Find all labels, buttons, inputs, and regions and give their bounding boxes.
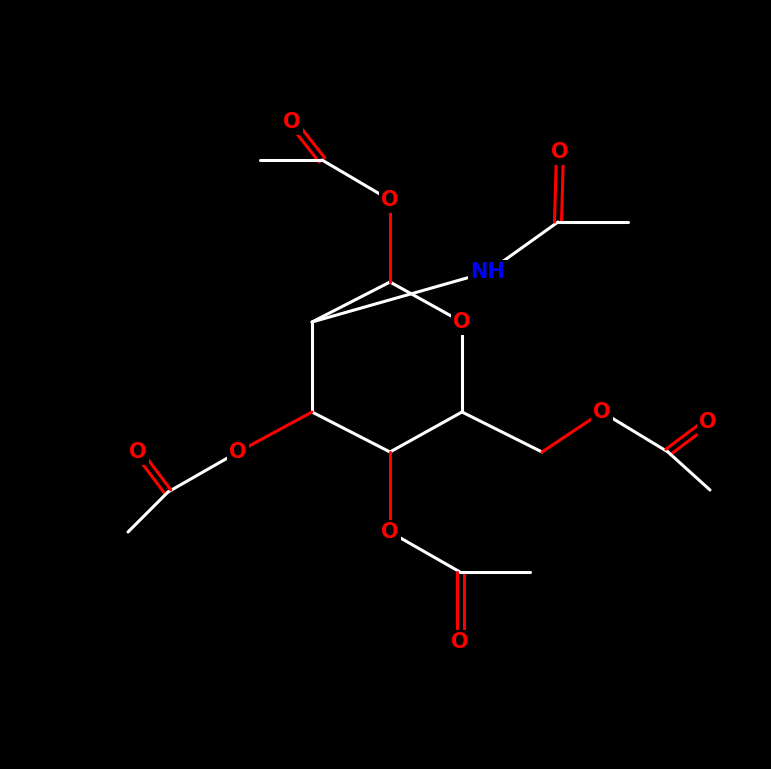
Text: O: O — [283, 112, 301, 132]
Text: O: O — [381, 522, 399, 542]
Text: O: O — [593, 402, 611, 422]
Text: O: O — [451, 632, 469, 652]
Text: O: O — [699, 412, 717, 432]
Text: O: O — [453, 312, 471, 332]
Text: O: O — [130, 442, 146, 462]
Text: O: O — [229, 442, 247, 462]
Text: O: O — [381, 190, 399, 210]
Text: O: O — [551, 142, 569, 162]
Text: NH: NH — [470, 262, 505, 282]
